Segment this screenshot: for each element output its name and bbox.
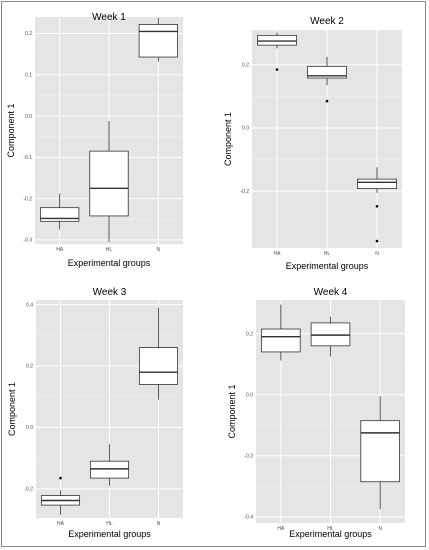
y-tick-label: 0.2	[242, 62, 249, 68]
box-n-iqr-box	[138, 24, 178, 58]
x-axis-title: Experimental groups	[68, 529, 151, 539]
x-tick-label: N	[157, 247, 161, 253]
panel-title: Week 2	[310, 16, 344, 27]
y-tick-label: 0.0	[26, 425, 33, 431]
y-axis-title: Component 1	[227, 384, 237, 438]
panel-title: Week 4	[314, 287, 348, 298]
x-axis-title: Experimental groups	[68, 258, 151, 268]
x-axis-title: Experimental groups	[289, 529, 372, 539]
box-hl-iqr-box	[89, 460, 130, 479]
y-tick-label: -0.3	[23, 238, 32, 244]
y-tick-label: 0.0	[246, 392, 253, 398]
y-axis-title: Component 1	[223, 112, 233, 166]
y-tick-label: -0.2	[24, 487, 33, 493]
box-n-iqr-box	[357, 178, 397, 190]
x-tick-label: N	[157, 521, 161, 527]
box-ha-iqr-box	[257, 34, 297, 46]
x-tick-label: HA	[56, 247, 64, 253]
x-tick-label: N	[375, 251, 379, 257]
y-tick-label: -0.4	[244, 515, 253, 521]
y-tick-label: -0.1	[23, 155, 32, 161]
box-n-outlier-point	[375, 239, 379, 243]
y-tick-label: 0.2	[246, 331, 253, 337]
y-tick-label: 0.2	[25, 31, 32, 37]
y-tick-label: 0.2	[26, 364, 33, 370]
box-n-outlier-point	[375, 204, 379, 208]
y-axis-title: Component 1	[6, 103, 16, 157]
box-ha-outlier-point	[275, 68, 279, 71]
x-tick-label: HA	[274, 251, 282, 257]
x-tick-label: HA	[57, 521, 65, 527]
box-ha-iqr-box	[40, 207, 80, 222]
y-tick-label: 0.0	[25, 114, 32, 120]
y-tick-label: -0.2	[244, 453, 253, 459]
y-tick-label: -0.2	[240, 189, 249, 195]
y-tick-label: 0.1	[25, 72, 32, 78]
y-tick-label: 0.4	[26, 302, 33, 308]
y-axis-title: Component 1	[7, 382, 17, 436]
box-ha-outlier-point	[59, 476, 62, 480]
box-hl-iqr-box	[307, 65, 347, 79]
x-axis-title: Experimental groups	[286, 261, 369, 271]
x-tick-label: HL	[106, 521, 113, 527]
x-tick-label: HA	[277, 526, 285, 532]
x-tick-label: HL	[106, 247, 113, 253]
panel-title: Week 3	[93, 287, 127, 298]
panel-title: Week 1	[92, 12, 126, 23]
box-hl-iqr-box	[89, 150, 129, 217]
y-tick-label: -0.2	[23, 196, 32, 202]
box-hl-iqr-box	[310, 322, 351, 347]
x-tick-label: HL	[327, 526, 334, 532]
box-ha-iqr-box	[261, 328, 301, 353]
box-n-iqr-box	[360, 420, 400, 483]
y-tick-label: 0.0	[242, 126, 249, 132]
box-hl-outlier-point	[325, 99, 329, 103]
x-tick-label: HL	[324, 251, 331, 257]
box-n-iqr-box	[138, 347, 179, 385]
x-tick-label: N	[378, 526, 382, 532]
